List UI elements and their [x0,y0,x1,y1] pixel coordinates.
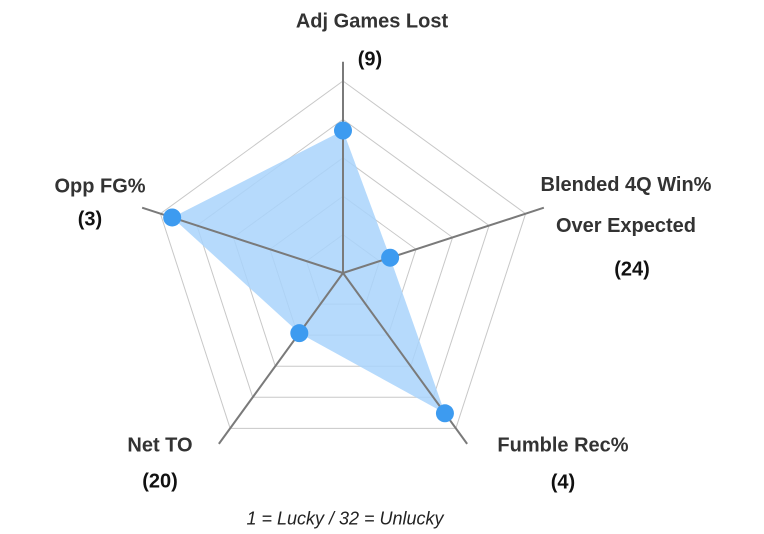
data-point [334,121,352,140]
axis-label: Adj Games Lost [295,10,449,33]
axis-label: Opp FG% [54,175,146,198]
value-label: (20) [142,470,178,493]
axis-line [342,206,545,274]
value-label: (4) [550,471,576,494]
value-label: (9) [357,48,383,71]
value-label: (24) [614,258,650,281]
data-point [290,324,309,343]
data-area [172,130,445,414]
axis-line [218,272,344,445]
data-point [381,248,400,267]
annotation: 1 = Lucky / 32 = Unlucky [246,508,444,529]
axis-label: Net TO [127,434,193,457]
grid-ring [159,80,527,429]
data-point [435,404,454,423]
axis-label: Blended 4Q Win% Over Expected [540,174,712,237]
axis-label: Fumble Rec% [497,434,629,457]
value-label: (3) [77,208,103,231]
data-point [163,208,182,227]
